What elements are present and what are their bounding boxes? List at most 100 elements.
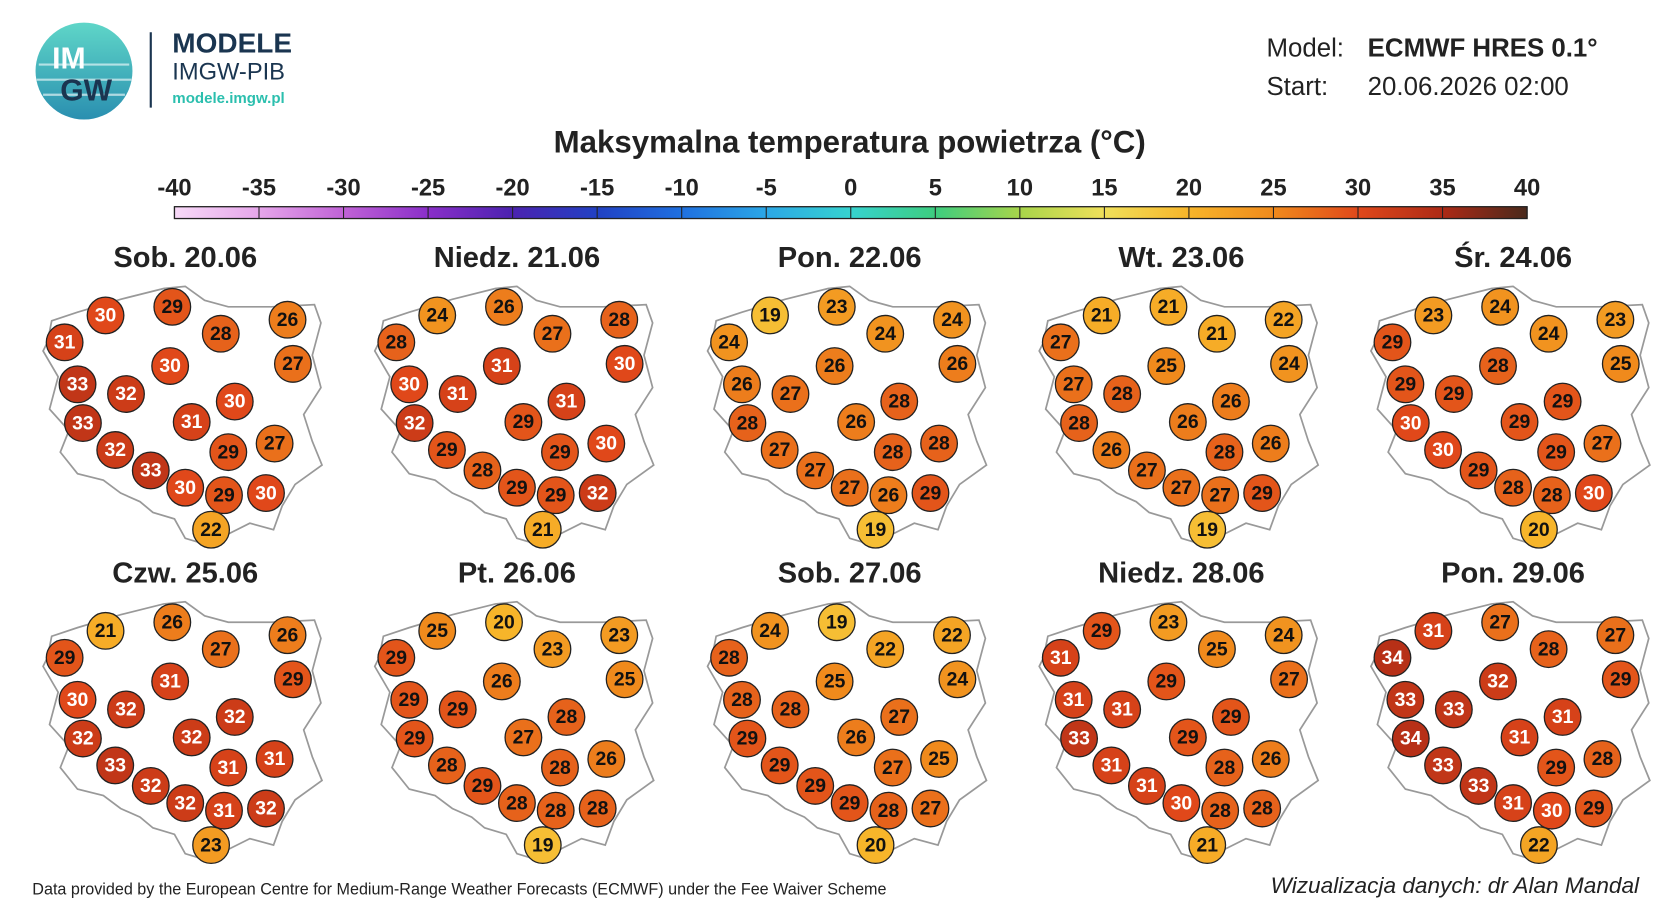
- value-label: 29: [1443, 383, 1465, 405]
- value-label: 28: [556, 706, 578, 728]
- value-marker: [830, 468, 869, 507]
- value-label: 28: [718, 647, 740, 669]
- brand: MODELE: [172, 28, 292, 59]
- value-marker: [1162, 784, 1201, 823]
- colorbar-tick-label: -15: [580, 176, 614, 202]
- value-marker: [815, 347, 854, 385]
- colorbar-tick-label: -5: [756, 176, 777, 202]
- value-marker: [869, 791, 908, 830]
- value-marker: [215, 698, 254, 736]
- value-marker: [58, 365, 97, 404]
- value-marker: [728, 719, 767, 758]
- value-label: 23: [826, 296, 848, 318]
- value-marker: [1149, 603, 1188, 642]
- value-marker: [1391, 404, 1430, 443]
- value-marker: [1583, 424, 1622, 463]
- value-marker: [1424, 431, 1463, 469]
- value-marker: [1543, 382, 1582, 421]
- value-label: 26: [277, 624, 299, 646]
- value-marker: [273, 660, 312, 699]
- value-label: 27: [882, 757, 904, 779]
- value-marker: [438, 690, 477, 729]
- value-marker: [268, 300, 307, 339]
- value-marker: [1211, 698, 1250, 736]
- value-label: 32: [1487, 671, 1509, 693]
- value-marker: [911, 789, 950, 828]
- value-marker: [268, 616, 307, 655]
- value-marker: [166, 784, 205, 823]
- value-label: 21: [1206, 323, 1228, 345]
- value-label: 28: [1111, 383, 1133, 405]
- value-marker: [1092, 431, 1131, 469]
- value-label: 31: [1136, 775, 1158, 797]
- value-label: 29: [282, 669, 304, 691]
- value-label: 24: [1538, 323, 1560, 345]
- value-label: 29: [804, 775, 826, 797]
- value-label: 27: [804, 460, 826, 482]
- value-marker: [205, 791, 243, 830]
- value-label: 20: [493, 611, 515, 633]
- value-marker: [192, 826, 231, 865]
- value-label: 27: [513, 727, 535, 749]
- value-label: 23: [200, 834, 222, 856]
- value-label: 30: [1432, 439, 1454, 461]
- value-label: 28: [1538, 638, 1560, 660]
- value-marker: [1414, 296, 1453, 335]
- value-marker: [1543, 698, 1582, 736]
- value-label: 23: [1423, 305, 1445, 327]
- colorbar-tick-label: 30: [1345, 176, 1371, 202]
- value-marker: [247, 474, 285, 513]
- model-label: Model:: [1266, 34, 1344, 62]
- value-label: 25: [614, 669, 636, 691]
- value-label: 24: [759, 620, 781, 642]
- value-marker: [209, 748, 248, 787]
- value-marker: [131, 451, 170, 490]
- colorbar-tick-label: 10: [1007, 176, 1033, 202]
- value-label: 28: [1592, 748, 1614, 770]
- value-label: 31: [447, 383, 469, 405]
- value-label: 28: [1541, 484, 1563, 506]
- value-marker: [1251, 740, 1290, 778]
- value-label: 29: [1545, 757, 1567, 779]
- value-label: 31: [159, 671, 181, 693]
- value-marker: [1168, 718, 1207, 757]
- value-label: 28: [1214, 441, 1236, 463]
- panel-title: Pt. 26.06: [458, 558, 576, 590]
- value-marker: [153, 603, 192, 642]
- value-marker: [1205, 433, 1244, 472]
- value-marker: [438, 375, 477, 413]
- value-label: 29: [213, 484, 235, 506]
- value-marker: [771, 375, 810, 413]
- value-label: 28: [882, 441, 904, 463]
- value-marker: [541, 748, 579, 787]
- value-label: 28: [386, 332, 408, 354]
- value-marker: [482, 662, 521, 701]
- value-label: 31: [1101, 755, 1123, 777]
- value-label: 21: [1196, 834, 1218, 856]
- value-marker: [751, 611, 789, 650]
- value-label: 29: [1382, 332, 1404, 354]
- value-marker: [723, 680, 761, 719]
- model: ECMWF HRES 0.1°: [1368, 34, 1598, 62]
- value-marker: [1434, 690, 1473, 729]
- value-label: 19: [759, 305, 781, 327]
- value-label: 26: [277, 309, 299, 331]
- value-marker: [796, 766, 835, 805]
- value-marker: [172, 403, 211, 441]
- value-label: 32: [72, 728, 94, 750]
- value-marker: [873, 748, 912, 787]
- value-marker: [1197, 630, 1236, 669]
- value-label: 31: [1111, 699, 1133, 721]
- panel: Pon. 29.06 34 31 27 28 27 29 32 33 33 34 31 31 33 29 28…: [1370, 558, 1651, 865]
- value-marker: [1201, 476, 1240, 515]
- value-label: 27: [210, 638, 232, 660]
- value-marker: [547, 698, 586, 736]
- value-marker: [760, 431, 799, 469]
- value-marker: [151, 662, 190, 701]
- value-label: 31: [491, 355, 513, 377]
- value-marker: [504, 403, 543, 441]
- value-marker: [837, 403, 876, 441]
- value-marker: [1082, 611, 1121, 650]
- value-marker: [418, 611, 457, 650]
